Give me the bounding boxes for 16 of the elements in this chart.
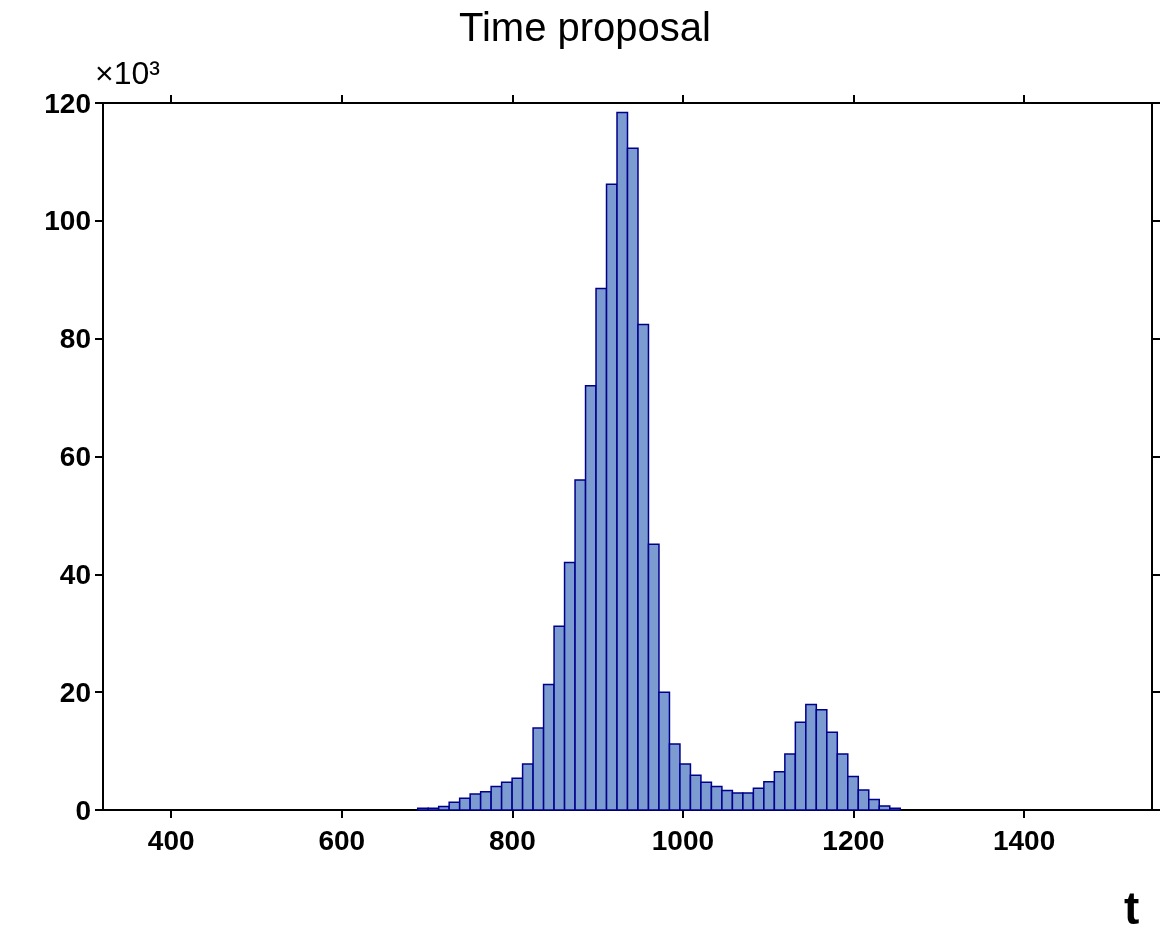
y-tick-label: 40 [59,558,91,590]
y-tick-label: 20 [59,676,91,708]
y-tick-label: 80 [59,323,91,355]
y-tick-label: 120 [44,87,91,119]
x-tick-label: 600 [318,824,366,856]
chart-title: Time proposal [459,5,711,49]
y-tick-label: 100 [44,205,91,237]
x-tick-label: 800 [489,824,536,856]
y-tick-label: 60 [59,441,91,472]
x-tick-label: 1200 [822,824,885,856]
x-tick-label: 1000 [651,824,715,856]
x-tick-label: 400 [147,824,195,856]
x-tick-label: 1400 [992,824,1056,856]
y-axis-title: ×10³ [95,55,161,92]
y-tick-label: 0 [75,794,91,826]
x-axis-title: t [1124,882,1140,934]
